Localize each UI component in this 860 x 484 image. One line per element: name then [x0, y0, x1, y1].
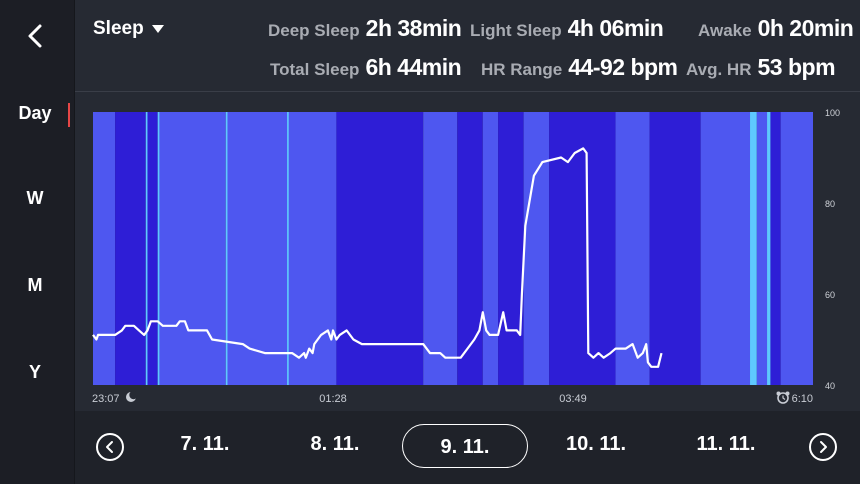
- stat-label: HR Range: [481, 60, 563, 79]
- x-tick-label: 23:07: [92, 393, 120, 405]
- sleep-chart-area: 100 80 60 40 23:07 01:28 03:49 6:10: [75, 96, 860, 411]
- stage-light-segment: [523, 112, 550, 385]
- date-item-selected[interactable]: 9. 11.: [402, 424, 528, 468]
- stat-label: Avg. HR: [686, 60, 752, 79]
- chevron-left-icon: [106, 441, 113, 453]
- heart-rate-line: [92, 147, 663, 368]
- stage-deep-segment: [770, 112, 781, 385]
- stat-value: 6h 44min: [365, 54, 462, 80]
- stage-awake-segment: [157, 112, 160, 385]
- prev-date-button[interactable]: [96, 433, 124, 461]
- stat-label: Awake: [698, 21, 752, 40]
- stage-deep-segment: [336, 112, 424, 385]
- x-tick-label: 01:28: [319, 393, 347, 405]
- stat-hr-range: HR Range 44-92 bpm: [481, 54, 678, 81]
- stat-value: 44-92 bpm: [568, 54, 678, 80]
- moon-icon: [126, 390, 138, 402]
- metric-selector[interactable]: Sleep: [93, 18, 164, 40]
- stat-awake: Awake 0h 20min: [698, 15, 854, 42]
- stage-light-segment: [93, 112, 116, 385]
- stat-label: Deep Sleep: [268, 21, 360, 40]
- main-panel: Sleep Deep Sleep 2h 38min Light Sleep 4h…: [75, 0, 860, 484]
- date-item[interactable]: 8. 11.: [310, 433, 360, 455]
- stage-awake-segment: [287, 112, 290, 385]
- stage-light-segment: [159, 112, 226, 385]
- stage-deep-segment: [457, 112, 483, 385]
- stage-deep-segment: [147, 112, 158, 385]
- sleep-hr-chart: 100 80 60 40 23:07 01:28 03:49 6:10: [92, 108, 840, 405]
- x-tick-label: 6:10: [792, 393, 813, 405]
- stage-awake-segment: [145, 112, 148, 385]
- y-tick-label: 80: [825, 199, 835, 209]
- stage-light-segment: [482, 112, 499, 385]
- y-tick-label: 100: [825, 108, 840, 118]
- date-item[interactable]: 11. 11.: [696, 433, 756, 455]
- stat-value: 53 bpm: [757, 54, 836, 80]
- stat-total-sleep: Total Sleep 6h 44min: [270, 54, 462, 81]
- back-arrow-icon[interactable]: [22, 22, 50, 50]
- header-divider: [75, 91, 860, 92]
- date-item[interactable]: 7. 11.: [180, 433, 230, 455]
- y-tick-label: 40: [825, 381, 835, 391]
- stat-light-sleep: Light Sleep 4h 06min: [470, 15, 664, 42]
- stage-awake-segment: [767, 112, 771, 385]
- metric-title: Sleep: [93, 18, 144, 39]
- stage-light-segment: [756, 112, 768, 385]
- chevron-right-icon: [820, 441, 827, 453]
- stage-awake-segment: [750, 112, 757, 385]
- alarm-clock-icon: [776, 391, 790, 404]
- stage-light-segment: [780, 112, 813, 385]
- stage-deep-segment: [498, 112, 524, 385]
- x-tick-label: 03:49: [559, 393, 587, 405]
- period-month[interactable]: M: [27, 275, 43, 295]
- stage-light-segment: [615, 112, 650, 385]
- date-item[interactable]: 10. 11.: [565, 433, 627, 455]
- stage-light-segment: [700, 112, 751, 385]
- summary-header: Sleep Deep Sleep 2h 38min Light Sleep 4h…: [75, 0, 860, 92]
- next-date-button[interactable]: [809, 433, 837, 461]
- stage-deep-segment: [115, 112, 146, 385]
- stat-value: 4h 06min: [567, 15, 664, 41]
- date-navigation: 7. 11. 8. 11. 9. 11. 10. 11. 11. 11.: [75, 411, 860, 484]
- stat-deep-sleep: Deep Sleep 2h 38min: [268, 15, 462, 42]
- stage-deep-segment: [549, 112, 616, 385]
- stage-light-segment: [423, 112, 458, 385]
- stat-label: Total Sleep: [270, 60, 360, 79]
- stat-label: Light Sleep: [470, 21, 562, 40]
- period-day[interactable]: Day: [0, 103, 70, 127]
- stage-deep-segment: [649, 112, 701, 385]
- stage-light-segment: [288, 112, 337, 385]
- stage-light-segment: [227, 112, 288, 385]
- stat-avg-hr: Avg. HR 53 bpm: [686, 54, 836, 81]
- y-tick-label: 60: [825, 290, 835, 300]
- stage-awake-segment: [225, 112, 228, 385]
- stat-value: 0h 20min: [757, 15, 854, 41]
- dropdown-caret-icon: [151, 25, 164, 33]
- period-week[interactable]: W: [26, 188, 44, 208]
- period-sidebar: Day W M Y: [0, 0, 75, 484]
- stat-value: 2h 38min: [365, 15, 462, 41]
- period-year[interactable]: Y: [28, 362, 41, 382]
